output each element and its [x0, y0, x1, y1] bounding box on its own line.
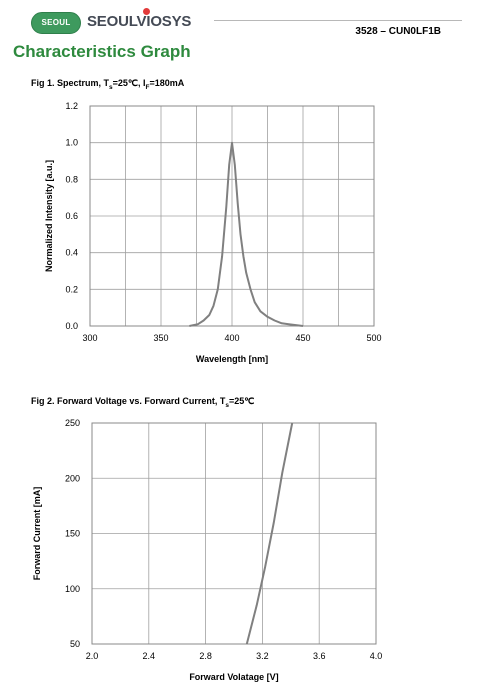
spectrum-y-tick-label: 1.0	[65, 138, 78, 148]
spectrum-y-tick-label: 1.2	[65, 101, 78, 111]
spectrum-y-axis-label: Normalized Intensity [a.u.]	[44, 160, 54, 272]
logo-wordmark: SEOULVIOSYS	[87, 13, 192, 30]
spectrum-x-tick-label: 450	[295, 333, 310, 343]
iv-x-tick-label: 2.4	[143, 651, 156, 661]
spectrum-y-tick-label: 0.2	[65, 284, 78, 294]
spectrum-series-line	[189, 141, 304, 327]
logo-dot-icon	[143, 8, 150, 15]
header-rule	[214, 20, 462, 21]
spectrum-y-tick-label: 0.8	[65, 174, 78, 184]
iv-x-axis-label: Forward Volatage [V]	[189, 672, 278, 682]
iv-y-tick-label: 200	[65, 473, 80, 483]
spectrum-plot-frame	[89, 105, 375, 327]
spectrum-x-axis-label: Wavelength [nm]	[196, 354, 268, 364]
iv-plot-frame	[91, 422, 377, 645]
fig1-caption: Fig 1. Spectrum, Ts=25℃, IF=180mA	[31, 78, 185, 91]
iv-x-tick-label: 2.8	[199, 651, 212, 661]
document-number: 3528 – CUN0LF1B	[355, 26, 441, 37]
spectrum-chart: 300 350 400 450 500 0.0 0.2 0.4 0.6 0.8 1.0 1.2 Wave…	[44, 101, 382, 364]
iv-x-tick-label: 3.6	[313, 651, 326, 661]
spectrum-y-tick-label: 0.0	[65, 321, 78, 331]
spectrum-x-tick-label: 500	[366, 333, 381, 343]
fig2-caption: Fig 2. Forward Voltage vs. Forward Curre…	[31, 396, 255, 409]
spectrum-x-tick-label: 300	[82, 333, 97, 343]
spectrum-x-tick-label: 400	[224, 333, 239, 343]
spectrum-y-tick-label: 0.6	[65, 211, 78, 221]
iv-y-tick-label: 250	[65, 418, 80, 428]
spectrum-x-tick-label: 350	[153, 333, 168, 343]
spectrum-y-tick-label: 0.4	[65, 248, 78, 258]
logo-pill-icon	[31, 12, 81, 34]
iv-y-tick-label: 100	[65, 584, 80, 594]
iv-y-tick-label: 150	[65, 529, 80, 539]
iv-y-axis-label: Forward Current [mA]	[32, 487, 42, 581]
page-title: Characteristics Graph	[13, 42, 191, 61]
logo-pill-text: SEOUL	[41, 18, 71, 27]
iv-x-tick-label: 4.0	[370, 651, 383, 661]
iv-x-tick-label: 2.0	[86, 651, 99, 661]
iv-x-tick-label: 3.2	[256, 651, 269, 661]
iv-series-line	[245, 422, 294, 645]
iv-y-tick-label: 50	[70, 639, 80, 649]
